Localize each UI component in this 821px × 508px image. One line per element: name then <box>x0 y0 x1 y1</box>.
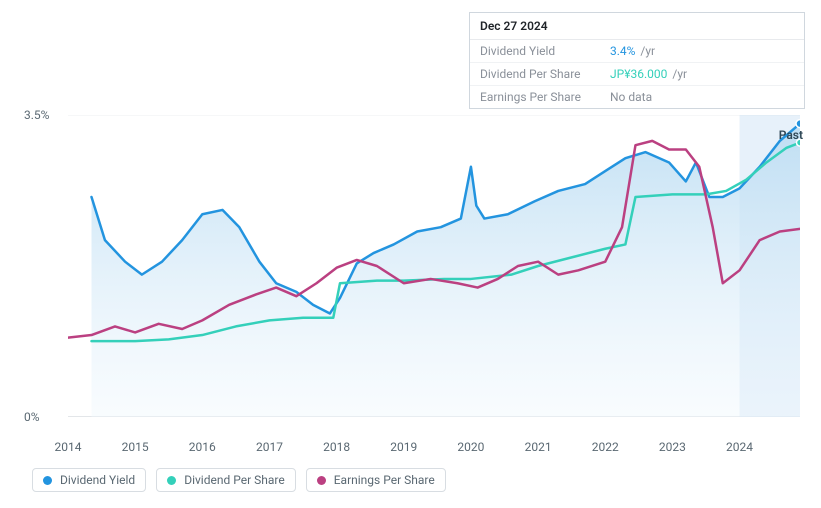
x-tick-label: 2018 <box>323 440 350 454</box>
tooltip-row-label: Dividend Per Share <box>480 67 610 81</box>
tooltip-row-label: Dividend Yield <box>480 44 610 58</box>
x-tick-label: 2021 <box>525 440 552 454</box>
y-tick-label: 3.5% <box>24 108 49 122</box>
legend-label: Dividend Yield <box>60 473 135 487</box>
legend-item[interactable]: Dividend Per Share <box>156 468 296 492</box>
legend-dot <box>43 476 52 485</box>
tooltip-row-value: JP¥36.000 /yr <box>610 67 687 81</box>
current-marker <box>796 120 800 128</box>
plot-area[interactable] <box>68 115 800 417</box>
x-tick-label: 2017 <box>256 440 283 454</box>
legend-item[interactable]: Dividend Yield <box>32 468 146 492</box>
legend-dot <box>317 476 326 485</box>
legend: Dividend Yield Dividend Per Share Earnings… <box>32 468 446 492</box>
tooltip-rows: Dividend Yield3.4% /yrDividend Per Share… <box>470 40 804 108</box>
legend-label: Dividend Per Share <box>184 473 285 487</box>
tooltip-row-value: 3.4% /yr <box>610 44 655 58</box>
x-tick-label: 2019 <box>390 440 417 454</box>
x-tick-label: 2016 <box>189 440 216 454</box>
legend-dot <box>167 476 176 485</box>
tooltip-row: Dividend Per ShareJP¥36.000 /yr <box>470 63 804 86</box>
x-tick-label: 2023 <box>659 440 686 454</box>
tooltip-row-label: Earnings Per Share <box>480 90 610 104</box>
tooltip-row: Dividend Yield3.4% /yr <box>470 40 804 63</box>
x-tick-label: 2015 <box>122 440 149 454</box>
dividend-chart: Dec 27 2024 Dividend Yield3.4% /yrDivide… <box>0 0 821 508</box>
legend-item[interactable]: Earnings Per Share <box>306 468 446 492</box>
legend-label: Earnings Per Share <box>334 473 435 487</box>
past-label: Past <box>779 128 803 142</box>
series-group <box>68 124 800 417</box>
tooltip-row: Earnings Per ShareNo data <box>470 86 804 108</box>
x-tick-label: 2020 <box>457 440 484 454</box>
y-tick-label: 0% <box>24 410 40 424</box>
x-tick-label: 2024 <box>726 440 753 454</box>
x-tick-label: 2022 <box>592 440 619 454</box>
tooltip-date: Dec 27 2024 <box>470 13 804 40</box>
tooltip-row-value: No data <box>610 90 652 104</box>
x-tick-label: 2014 <box>55 440 82 454</box>
chart-tooltip: Dec 27 2024 Dividend Yield3.4% /yrDivide… <box>469 12 805 109</box>
